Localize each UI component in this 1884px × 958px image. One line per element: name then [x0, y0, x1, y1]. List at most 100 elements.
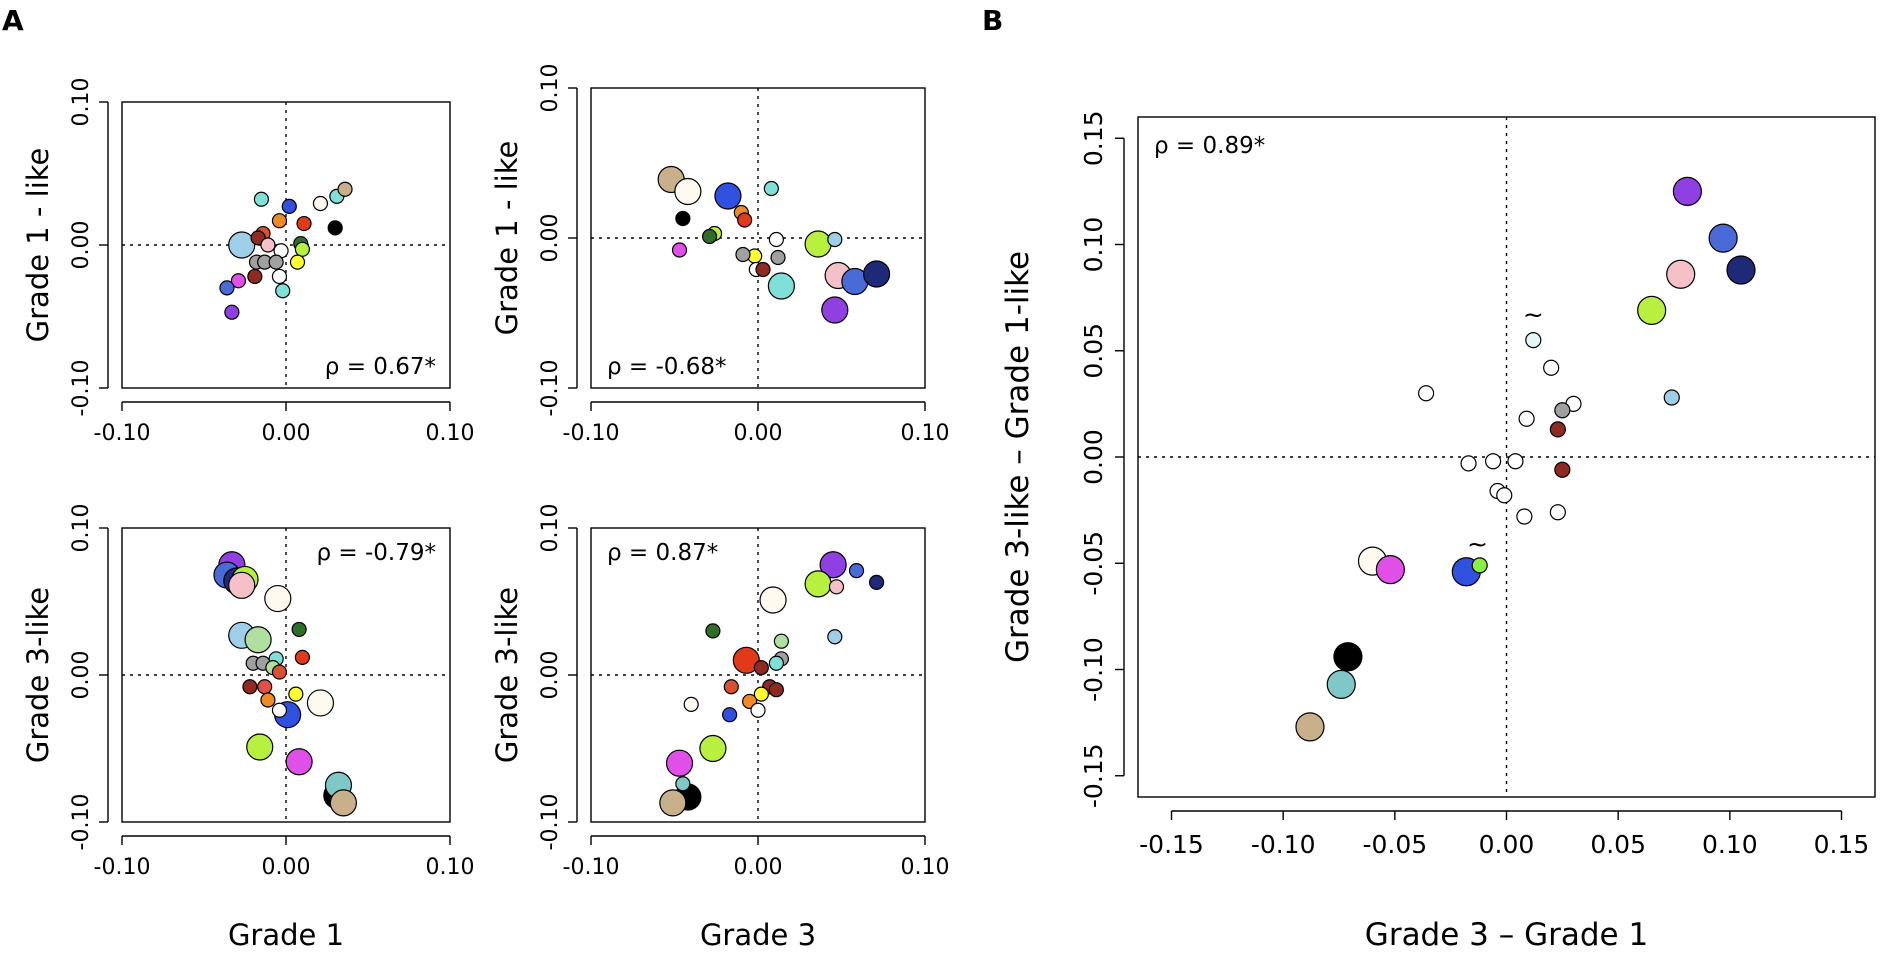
correlation-annotation: ρ = 0.89*	[1154, 133, 1265, 159]
data-point	[671, 242, 688, 258]
data-point	[848, 563, 865, 579]
data-point	[735, 246, 751, 263]
data-point	[1549, 421, 1566, 438]
scatter-panel-a1: -0.10 0.00 0.10 -0.10 0.00 0.10 Grade 1 - like…	[21, 78, 474, 446]
data-point	[275, 283, 291, 299]
data-point	[1637, 295, 1667, 325]
data-point	[1326, 669, 1356, 699]
y-tick-label: -0.15	[1079, 743, 1108, 808]
scatter-panel-a2: -0.10 0.00 0.10 -0.10 0.00 0.10 Grade 1 - like…	[490, 64, 949, 446]
data-point	[1516, 508, 1533, 525]
y-tick-label: 0.00	[69, 221, 94, 270]
y-tick-label: -0.10	[538, 360, 563, 417]
x-axis-title: Grade 3	[700, 918, 816, 952]
y-axis-title: Grade 1 - like	[490, 141, 524, 336]
data-point	[1417, 385, 1435, 402]
y-axis-title: Grade 3-like – Grade 1-like	[1000, 251, 1036, 663]
data-point	[264, 584, 292, 613]
correlation-annotation: ρ = 0.67*	[325, 354, 436, 380]
data-point	[1496, 487, 1513, 504]
data-point	[768, 655, 784, 671]
data-point	[224, 304, 240, 320]
data-point	[1708, 223, 1738, 253]
data-point	[228, 571, 256, 599]
data-point	[289, 254, 306, 270]
data-point	[242, 679, 258, 695]
data-point	[288, 686, 304, 702]
data-point	[701, 228, 718, 245]
data-point	[705, 623, 721, 639]
data-point	[674, 177, 702, 206]
x-tick-label: 0.00	[262, 421, 311, 446]
data-point	[768, 682, 784, 698]
data-point	[770, 249, 786, 266]
data-point	[1333, 642, 1363, 672]
data-point	[268, 254, 284, 270]
data-point	[246, 733, 274, 761]
x-axis-title: Grade 3 – Grade 1	[1365, 917, 1648, 953]
scatter-panel-a4: -0.10 0.00 0.10 -0.10 0.00 0.10 Grade 3 Grade 3…	[490, 504, 949, 952]
x-tick-label: 0.10	[901, 855, 950, 880]
data-point	[327, 220, 343, 236]
data-point	[753, 660, 769, 676]
data-point	[755, 261, 771, 278]
data-point	[753, 686, 769, 702]
data-point	[306, 689, 335, 717]
data-point	[285, 748, 313, 776]
tilde-label: ~	[1523, 300, 1544, 329]
data-point	[759, 586, 787, 614]
y-axis-title: Grade 3-like	[21, 587, 55, 763]
y-tick-label: 0.10	[69, 78, 94, 127]
x-tick-label: 0.15	[1814, 830, 1870, 859]
data-point	[659, 789, 687, 817]
data-point	[260, 237, 276, 253]
data-point	[228, 231, 256, 259]
y-tick-label: -0.10	[538, 794, 563, 851]
data-point	[296, 215, 312, 232]
data-point	[291, 621, 307, 638]
y-tick-label: -0.05	[1079, 531, 1108, 596]
x-tick-label: -0.10	[94, 855, 151, 880]
data-point	[219, 280, 235, 296]
data-point	[312, 195, 329, 212]
data-point	[230, 273, 247, 289]
tilde-label: ~	[1467, 530, 1488, 559]
data-point	[821, 296, 849, 324]
data-point	[675, 210, 691, 227]
data-point	[683, 696, 699, 713]
data-point	[1507, 453, 1524, 470]
y-tick-label: 0.15	[1079, 110, 1108, 166]
data-point	[714, 182, 742, 210]
x-tick-label: 0.00	[1479, 830, 1535, 859]
data-point	[1543, 359, 1560, 376]
x-axis-title: Grade 1	[228, 918, 344, 952]
x-tick-label: -0.10	[563, 855, 620, 880]
data-point	[750, 702, 766, 718]
data-point	[337, 181, 353, 197]
data-point	[271, 268, 288, 285]
correlation-annotation: ρ = -0.79*	[316, 540, 436, 566]
scatter-panel-b: -0.15 -0.10 -0.05 0.00 0.05 0.10 0.15 -0.15 -0.1…	[1000, 110, 1876, 953]
correlation-annotation: ρ = -0.68*	[607, 354, 727, 380]
y-tick-label: 0.10	[538, 64, 563, 113]
data-point	[257, 679, 273, 695]
data-point	[247, 268, 263, 285]
y-axis-title: Grade 3-like	[490, 587, 524, 763]
data-point	[1295, 712, 1325, 742]
y-tick-label: 0.10	[1079, 217, 1108, 273]
data-point	[862, 260, 891, 288]
data-point	[868, 574, 885, 590]
data-point	[827, 231, 843, 248]
y-tick-label: 0.00	[1079, 429, 1108, 485]
x-tick-label: -0.10	[563, 421, 620, 446]
x-tick-label: -0.15	[1139, 830, 1204, 859]
data-point	[244, 626, 272, 654]
data-point	[768, 231, 784, 248]
data-point	[723, 679, 739, 695]
data-point	[1518, 410, 1535, 427]
panel-label-a: A	[2, 4, 24, 37]
x-tick-label: 0.05	[1590, 830, 1646, 859]
data-point	[737, 212, 753, 228]
data-point	[1554, 402, 1571, 419]
